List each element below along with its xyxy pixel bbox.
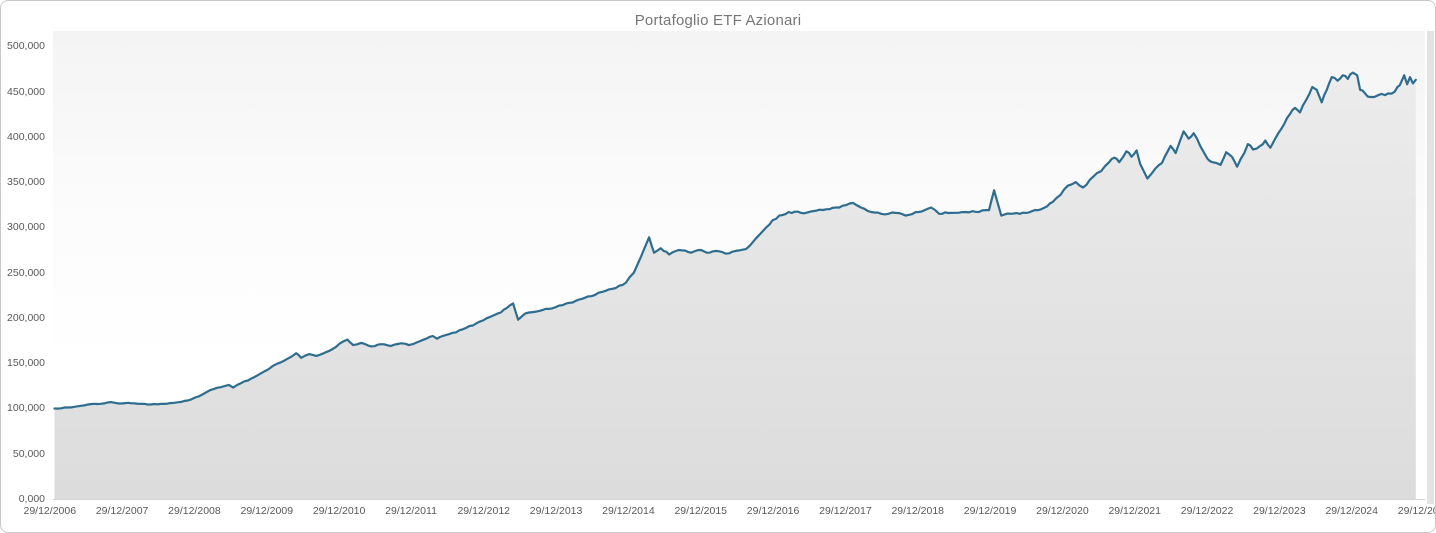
y-tick-label: 100,000 [7, 402, 45, 415]
y-tick-label: 50,000 [12, 447, 45, 460]
x-tick-label: 29/12/2015 [674, 505, 728, 517]
x-tick-label: 29/12/2021 [1108, 505, 1161, 517]
plot-area-background [53, 31, 1425, 499]
x-tick-label: 29/12/2010 [312, 505, 366, 517]
x-tick-label: 29/12/2007 [95, 505, 149, 517]
y-tick-label: 350,000 [7, 176, 45, 189]
y-tick-label: 250,000 [7, 266, 45, 279]
chart-title: Portafoglio ETF Azionari [634, 12, 802, 29]
y-tick-label: 150,000 [7, 357, 45, 370]
x-tick-label: 29/12/2008 [168, 505, 221, 517]
y-tick-label: 400,000 [7, 130, 45, 143]
y-tick-label: 300,000 [7, 221, 45, 234]
y-tick-label: 450,000 [7, 85, 45, 98]
x-tick-label: 29/12/2012 [457, 505, 511, 517]
x-tick-label: 29/12/20 [1397, 505, 1436, 517]
x-tick-label: 29/12/2023 [1253, 505, 1306, 517]
y-tick-label: 500,000 [7, 40, 45, 53]
x-tick-label: 29/12/2013 [529, 505, 583, 517]
x-tick-label: 29/12/2018 [891, 505, 945, 517]
x-tick-label: 29/12/2019 [963, 505, 1017, 517]
x-tick-label: 29/12/2011 [385, 505, 437, 517]
x-axis-line [53, 499, 1425, 500]
x-tick-label: 29/12/2022 [1180, 505, 1234, 517]
x-tick-label: 29/12/2014 [602, 505, 655, 517]
x-tick-label: 29/12/2009 [240, 505, 294, 517]
x-tick-label: 29/12/2006 [23, 505, 77, 517]
x-tick-label: 29/12/2016 [746, 505, 800, 517]
x-tick-label: 29/12/2017 [819, 505, 872, 517]
x-tick-label: 29/12/2024 [1325, 505, 1378, 517]
y-tick-label: 0,000 [18, 493, 45, 505]
y-tick-label: 200,000 [7, 311, 45, 324]
right-gutter [1427, 31, 1434, 504]
x-tick-label: 29/12/2020 [1036, 505, 1089, 517]
